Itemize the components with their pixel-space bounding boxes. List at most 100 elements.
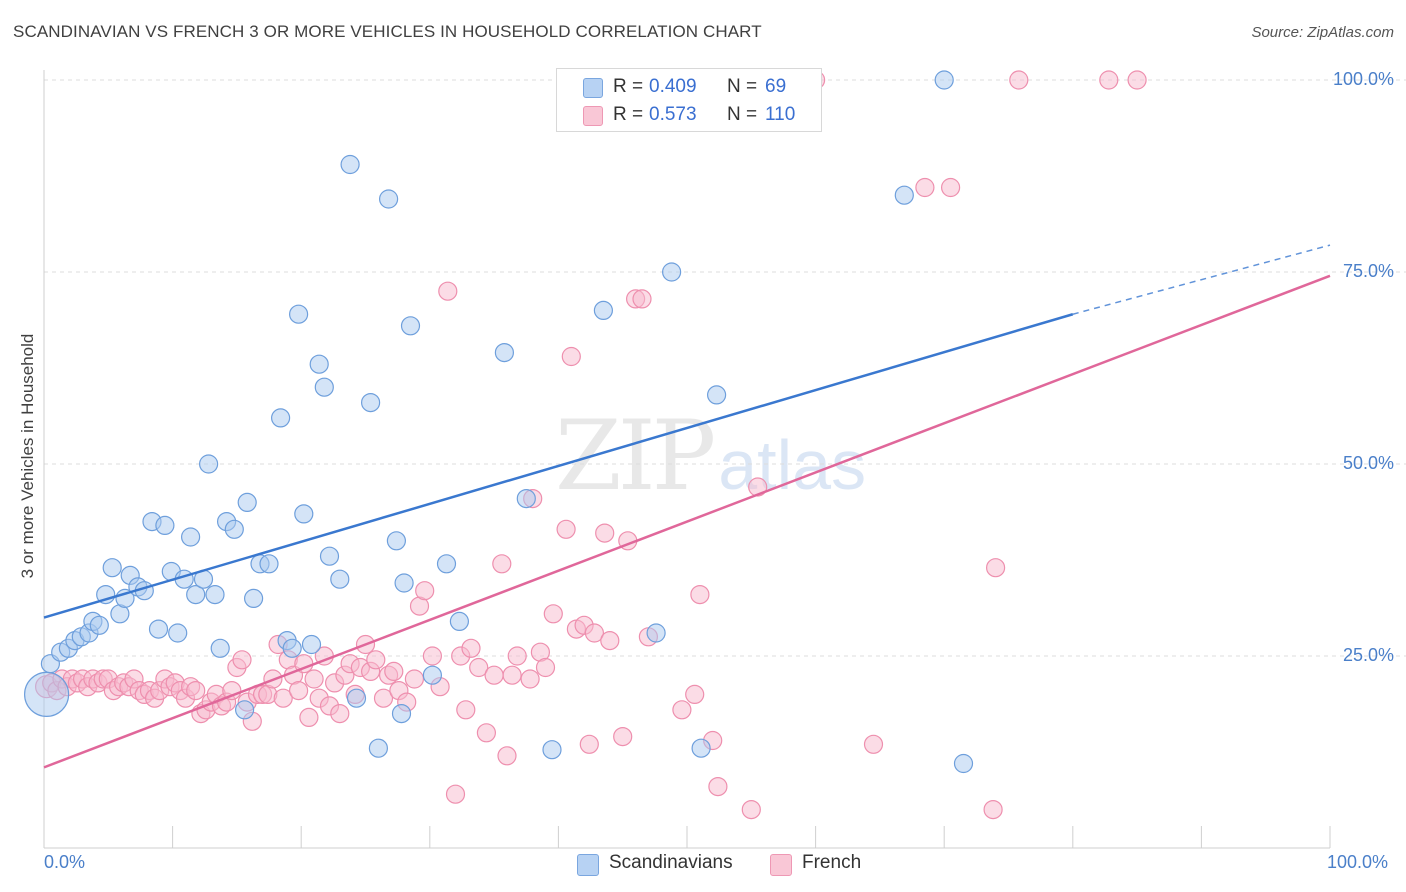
bottom-legend-swatch-scandinavians bbox=[577, 854, 599, 876]
data-point-french bbox=[600, 630, 620, 651]
data-point-scandinavians bbox=[224, 519, 244, 539]
legend-r-value: 0.573 bbox=[649, 104, 697, 125]
data-point-french bbox=[983, 799, 1003, 820]
data-point-scandinavians bbox=[422, 665, 442, 685]
data-point-scandinavians bbox=[368, 738, 388, 758]
data-point-french bbox=[863, 734, 884, 754]
data-point-scandinavians bbox=[953, 753, 974, 774]
data-point-french bbox=[469, 657, 489, 678]
data-point-french bbox=[595, 523, 615, 543]
x-tick-label-max: 100.0% bbox=[1327, 852, 1389, 872]
data-point-french bbox=[1127, 70, 1147, 90]
data-point-french bbox=[492, 554, 512, 574]
data-point-scandinavians bbox=[314, 377, 334, 397]
data-point-scandinavians bbox=[340, 154, 360, 175]
data-point-scandinavians bbox=[186, 584, 206, 605]
data-point-scandinavians bbox=[706, 385, 727, 405]
data-point-french bbox=[632, 289, 652, 309]
legend-r-label: R = bbox=[613, 104, 644, 125]
data-point-scandinavians bbox=[386, 531, 406, 551]
data-point-scandinavians bbox=[361, 393, 381, 413]
data-point-french bbox=[445, 784, 466, 804]
data-point-french bbox=[748, 477, 768, 497]
series-scandinavians bbox=[23, 70, 974, 774]
data-point-french bbox=[1009, 70, 1029, 90]
data-point-scandinavians bbox=[282, 638, 302, 658]
data-point-french bbox=[584, 623, 605, 643]
legend-r-value: 0.409 bbox=[649, 76, 697, 97]
data-point-scandinavians bbox=[309, 354, 329, 374]
data-point-scandinavians bbox=[661, 262, 682, 282]
data-point-scandinavians bbox=[271, 408, 291, 428]
data-point-french bbox=[685, 684, 705, 705]
data-point-french bbox=[520, 669, 540, 689]
data-point-scandinavians bbox=[319, 546, 340, 566]
data-point-scandinavians bbox=[210, 638, 230, 658]
data-point-french bbox=[543, 604, 563, 624]
data-point-scandinavians bbox=[205, 584, 225, 605]
data-point-french bbox=[507, 646, 527, 666]
data-point-french bbox=[672, 700, 692, 720]
data-point-scandinavians bbox=[148, 619, 169, 639]
data-point-french bbox=[579, 734, 599, 754]
data-point-french bbox=[422, 646, 442, 666]
data-point-french bbox=[690, 584, 710, 605]
y-tick-label: 100.0% bbox=[1332, 69, 1394, 89]
x-tick-label-min: 0.0% bbox=[44, 852, 86, 872]
trendline-french bbox=[43, 274, 1331, 769]
trend-layer bbox=[43, 244, 1331, 769]
bottom-legend-label-scandinavians: Scandinavians bbox=[609, 852, 733, 873]
data-point-french bbox=[232, 650, 252, 670]
data-point-scandinavians bbox=[301, 634, 322, 655]
data-point-scandinavians bbox=[289, 304, 309, 324]
legend-swatch-french bbox=[583, 106, 603, 126]
data-point-french bbox=[484, 665, 504, 685]
grid-layer bbox=[44, 79, 1406, 657]
data-point-scandinavians bbox=[391, 703, 412, 724]
data-point-scandinavians bbox=[494, 343, 514, 363]
data-point-french bbox=[404, 669, 424, 689]
data-point-french bbox=[273, 688, 293, 708]
data-point-scandinavians bbox=[346, 688, 367, 708]
data-point-french bbox=[289, 680, 309, 701]
bottom-legend-label-french: French bbox=[802, 852, 862, 873]
data-point-scandinavians bbox=[379, 189, 399, 209]
data-point-french bbox=[915, 177, 935, 198]
data-point-french bbox=[373, 688, 394, 708]
data-point-scandinavians bbox=[235, 700, 255, 720]
data-point-french bbox=[556, 519, 576, 539]
data-point-french bbox=[438, 281, 458, 301]
data-point-scandinavians bbox=[646, 623, 666, 643]
data-point-scandinavians bbox=[259, 554, 279, 574]
data-point-scandinavians bbox=[894, 185, 914, 205]
data-point-scandinavians bbox=[449, 611, 469, 632]
data-point-french bbox=[186, 680, 206, 701]
data-point-scandinavians bbox=[436, 554, 457, 574]
data-point-scandinavians bbox=[542, 740, 562, 760]
legend-r-label: R = bbox=[613, 76, 644, 97]
data-point-scandinavians bbox=[23, 671, 70, 718]
data-point-scandinavians bbox=[691, 738, 711, 758]
data-point-scandinavians bbox=[89, 615, 109, 635]
data-point-scandinavians bbox=[244, 588, 264, 609]
chart-title: SCANDINAVIAN VS FRENCH 3 OR MORE VEHICLE… bbox=[13, 22, 762, 41]
trendline-scandinavians-extension bbox=[1072, 244, 1331, 315]
data-point-scandinavians bbox=[516, 489, 536, 509]
data-point-french bbox=[502, 665, 522, 685]
data-point-french bbox=[497, 746, 517, 766]
data-point-french bbox=[985, 558, 1006, 578]
legend-n-value: 110 bbox=[765, 104, 796, 125]
data-point-scandinavians bbox=[168, 623, 188, 643]
data-point-scandinavians bbox=[181, 527, 201, 547]
data-point-scandinavians bbox=[934, 70, 954, 90]
data-point-french bbox=[330, 703, 350, 724]
legend: R = 0.409 N = 69 R = 0.573 N = 110 bbox=[556, 68, 822, 132]
data-point-french bbox=[561, 346, 581, 367]
data-point-scandinavians bbox=[330, 569, 350, 589]
data-point-scandinavians bbox=[400, 316, 421, 336]
data-point-scandinavians bbox=[394, 573, 414, 593]
data-point-french bbox=[476, 723, 496, 743]
points-layer bbox=[23, 70, 1147, 820]
